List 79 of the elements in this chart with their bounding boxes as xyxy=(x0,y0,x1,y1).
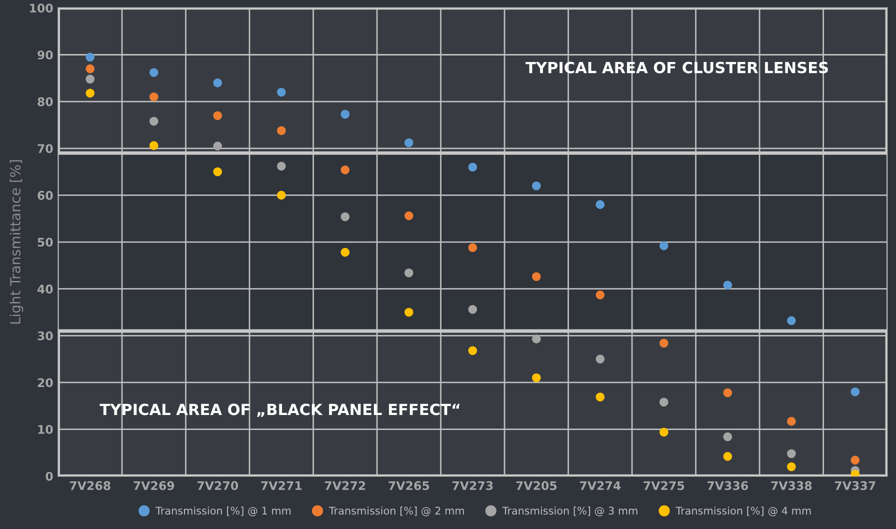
point xyxy=(149,68,158,77)
y-tick-label: 40 xyxy=(37,284,53,294)
legend-label: Transmission [%] @ 3 mm xyxy=(502,506,638,516)
point xyxy=(213,111,222,120)
point xyxy=(213,167,222,176)
point xyxy=(596,290,605,300)
x-tick-label: 7V205 xyxy=(516,481,557,490)
x-tick-label: 7V269 xyxy=(134,481,174,490)
point xyxy=(86,74,95,84)
point xyxy=(723,452,732,461)
point xyxy=(340,248,350,257)
point xyxy=(723,280,732,290)
point xyxy=(660,338,668,348)
point xyxy=(596,392,605,402)
point xyxy=(660,428,668,436)
point xyxy=(787,449,796,458)
x-tick-label: 7V275 xyxy=(644,481,684,490)
x-tick-label: 7V274 xyxy=(580,481,621,490)
y-tick-label: 80 xyxy=(38,97,53,106)
point xyxy=(787,462,796,472)
point xyxy=(596,354,605,364)
point xyxy=(787,316,796,326)
point xyxy=(404,308,414,317)
x-tick-label: 7V337 xyxy=(834,481,876,490)
x-tick-label: 7V273 xyxy=(452,481,493,490)
y-tick-label: 50 xyxy=(38,238,53,247)
point xyxy=(532,373,541,382)
point xyxy=(596,200,605,209)
y-tick-label: 60 xyxy=(38,190,53,200)
point xyxy=(468,346,478,356)
point xyxy=(404,268,414,278)
point xyxy=(532,272,541,282)
y-tick-label: 30 xyxy=(38,331,53,340)
legend-label: Transmission [%] @ 1 mm xyxy=(156,506,291,516)
point xyxy=(86,52,95,62)
point xyxy=(468,243,478,252)
point xyxy=(850,387,860,396)
point xyxy=(404,138,414,148)
y-tick-label: 20 xyxy=(38,378,53,388)
point xyxy=(340,212,350,222)
x-tick-label: 7V268 xyxy=(70,481,110,490)
point xyxy=(532,334,541,344)
x-tick-label: 7V270 xyxy=(197,481,238,490)
point xyxy=(86,64,95,74)
y-tick-label: 0 xyxy=(46,472,53,481)
x-tick-label: 7V265 xyxy=(388,481,430,490)
legend-label: Transmission [%] @ 4 mm xyxy=(676,506,811,516)
point xyxy=(340,110,350,119)
y-tick-label: 70 xyxy=(38,144,53,154)
point xyxy=(468,305,478,314)
point xyxy=(276,162,286,171)
point xyxy=(468,162,478,172)
y-axis-title: Light Transmittance [%] xyxy=(10,160,24,324)
point xyxy=(149,92,158,102)
point xyxy=(723,432,732,442)
point xyxy=(86,88,95,98)
point xyxy=(532,181,541,190)
x-tick-label: 7V271 xyxy=(261,481,302,490)
point xyxy=(149,116,158,126)
legend-label: Transmission [%] @ 2 mm xyxy=(328,506,464,516)
point xyxy=(850,456,860,465)
point xyxy=(213,142,222,150)
point xyxy=(276,126,286,135)
point xyxy=(660,241,668,250)
point xyxy=(660,398,668,407)
point xyxy=(276,88,286,97)
point xyxy=(276,190,286,200)
point xyxy=(149,141,158,150)
y-tick-label: 10 xyxy=(38,425,53,434)
x-tick-label: 7V338 xyxy=(771,481,812,490)
y-tick-label: 100 xyxy=(30,4,53,13)
point xyxy=(787,416,796,426)
point xyxy=(213,78,222,88)
point xyxy=(723,388,732,398)
y-tick-label: 90 xyxy=(38,50,53,60)
point xyxy=(340,166,350,174)
point xyxy=(404,211,414,220)
x-tick-label: 7V272 xyxy=(324,481,366,490)
x-tick-label: 7V336 xyxy=(707,481,748,490)
